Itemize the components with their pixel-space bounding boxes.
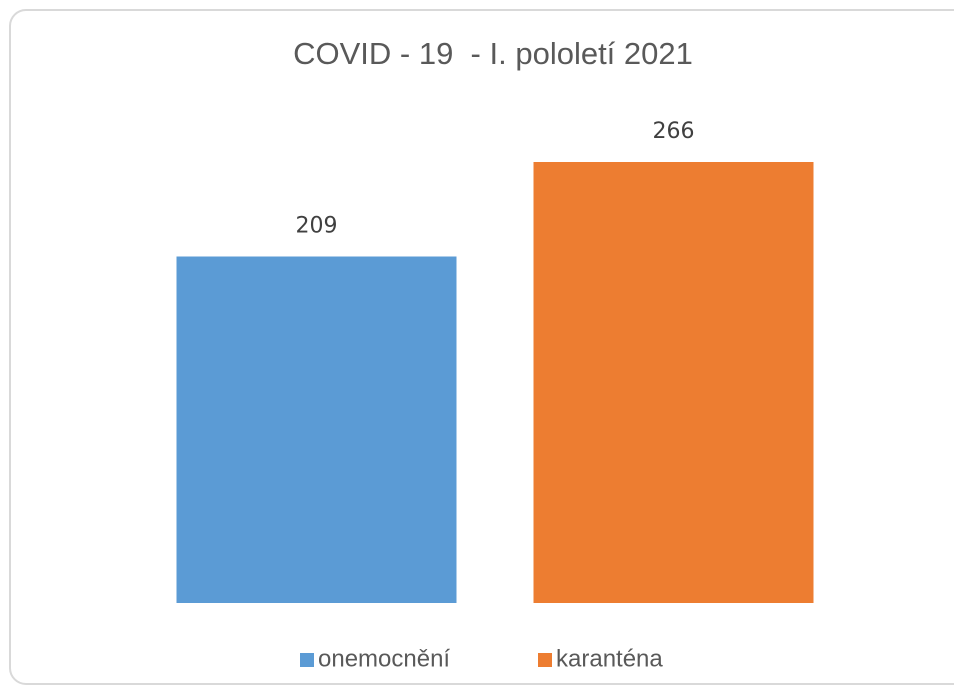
legend-swatch xyxy=(300,653,314,667)
chart-title: COVID - 19 - I. pololetí 2021 xyxy=(293,36,693,71)
legend-swatch xyxy=(538,653,552,667)
bar xyxy=(533,162,814,603)
legend-label: karanténa xyxy=(556,645,663,672)
bar xyxy=(176,256,457,603)
data-label: 266 xyxy=(653,119,695,144)
data-label: 209 xyxy=(296,214,338,239)
legend-label: onemocnění xyxy=(318,645,450,672)
